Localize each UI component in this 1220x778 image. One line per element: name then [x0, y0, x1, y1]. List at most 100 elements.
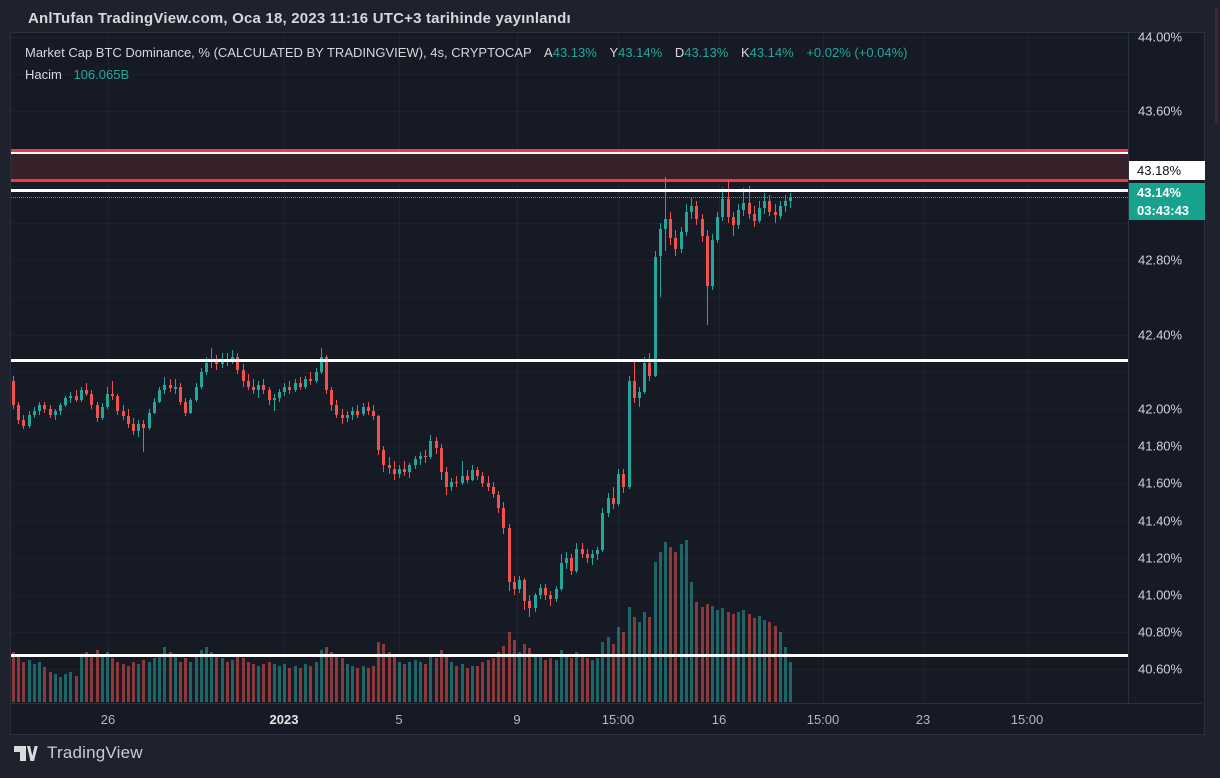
grid-line-h	[11, 520, 1128, 522]
volume-bar	[262, 664, 266, 702]
grid-line-h	[11, 446, 1128, 448]
candle	[627, 381, 631, 488]
candle	[335, 405, 339, 415]
candle	[757, 208, 761, 222]
symbol-legend[interactable]: Market Cap BTC Dominance, % (CALCULATED …	[25, 45, 908, 82]
time-axis-label: 26	[100, 712, 116, 727]
volume-bar	[455, 666, 459, 702]
candle	[653, 256, 657, 376]
candle	[747, 202, 751, 214]
volume-bar	[205, 647, 208, 702]
volume-bar	[491, 658, 495, 702]
time-axis-label: 15:00	[806, 712, 840, 727]
volume-bar	[695, 602, 699, 702]
volume-bar	[554, 660, 558, 702]
resistance-zone	[11, 149, 1128, 182]
candle	[471, 470, 474, 480]
candle	[773, 211, 777, 216]
volume-bar	[12, 652, 15, 702]
high-value: 43.14%	[618, 45, 663, 60]
candle	[497, 494, 501, 508]
volume-bar	[507, 632, 511, 702]
bar-countdown: 03:43:43	[1137, 203, 1190, 218]
volume-bar	[241, 658, 245, 702]
volume-bar	[210, 652, 214, 702]
grid-line-h	[11, 632, 1128, 634]
scrollbar-thumb[interactable]	[1215, 8, 1218, 124]
publish-info: AnlTufan TradingView.com, Oca 18, 2023 1…	[28, 10, 571, 27]
volume-bar	[528, 648, 532, 702]
volume-bar	[137, 664, 141, 702]
candle	[439, 448, 443, 473]
legend-title-row[interactable]: Market Cap BTC Dominance, % (CALCULATED …	[25, 45, 908, 60]
volume-bar	[476, 666, 480, 702]
grid-line-v	[618, 33, 619, 703]
candle	[95, 405, 99, 419]
volume-bar	[371, 666, 375, 702]
volume-bar	[684, 540, 688, 702]
candle	[465, 476, 469, 480]
candle	[361, 407, 365, 415]
volume-bar	[288, 668, 292, 702]
grid-line-h	[11, 557, 1128, 559]
candle	[476, 470, 480, 476]
volume-bar	[194, 656, 198, 702]
volume-bar	[523, 644, 527, 702]
volume-bar	[225, 662, 229, 702]
candle	[236, 356, 240, 370]
grid-line-v	[284, 33, 285, 703]
legend-volume-row[interactable]: Hacim 106.065B	[25, 67, 908, 82]
candle	[116, 396, 120, 411]
candle	[491, 487, 495, 495]
candle	[325, 356, 328, 391]
price-axis-label: 40.60%	[1138, 661, 1183, 677]
candle	[632, 381, 636, 398]
volume-bar	[471, 666, 474, 702]
candle	[241, 369, 245, 382]
candle	[611, 498, 615, 504]
volume-bar	[377, 642, 381, 702]
volume-bar	[79, 657, 83, 702]
candle	[163, 384, 167, 391]
price-axis-label: 41.00%	[1138, 587, 1183, 603]
grid-line-h	[11, 483, 1128, 485]
candle	[74, 396, 78, 400]
candle	[450, 481, 454, 488]
candle	[460, 476, 464, 484]
volume-bar	[330, 652, 334, 702]
volume-bar	[450, 662, 454, 702]
candle	[340, 414, 344, 419]
candle-wick	[273, 394, 275, 411]
candle	[32, 410, 36, 415]
candle	[518, 580, 521, 590]
candle	[251, 386, 255, 391]
volume-bar	[387, 652, 391, 702]
volume-value: 106.065B	[73, 67, 130, 82]
volume-bar	[184, 658, 188, 702]
volume-bar	[580, 656, 584, 702]
volume-bar	[147, 662, 151, 702]
candle	[288, 386, 292, 391]
volume-bar	[53, 674, 57, 702]
candle	[194, 386, 198, 400]
volume-bar	[575, 652, 579, 702]
candle	[690, 206, 694, 212]
volume-bar	[486, 660, 490, 702]
chart-container[interactable]: Market Cap BTC Dominance, % (CALCULATED …	[10, 30, 1205, 735]
volume-bar	[215, 657, 219, 702]
candle-wick	[659, 223, 661, 298]
price-axis-label: 41.60%	[1138, 475, 1183, 491]
volume-bar	[502, 646, 506, 702]
candle	[189, 399, 193, 413]
tradingview-brand[interactable]: TradingView	[13, 743, 143, 763]
volume-bar	[283, 664, 287, 702]
grid-line-v	[823, 33, 824, 703]
candle	[398, 468, 401, 475]
volume-bar	[319, 650, 323, 702]
volume-bar	[674, 552, 678, 702]
volume-bar	[340, 658, 344, 702]
candle	[100, 407, 104, 419]
brand-text: TradingView	[47, 743, 143, 762]
candle	[737, 210, 740, 225]
volume-bar	[403, 664, 407, 702]
